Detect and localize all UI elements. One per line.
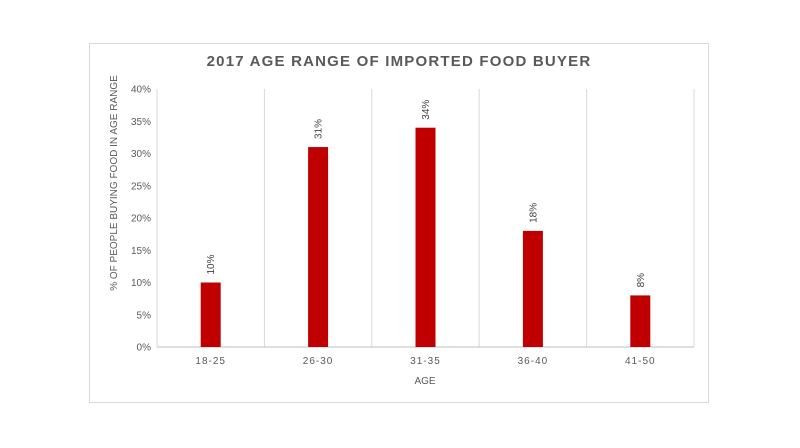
y-tick-label: 35% (131, 117, 151, 128)
data-label: 8% (636, 273, 647, 288)
data-label: 31% (314, 119, 325, 139)
x-tick-label: 18-25 (195, 356, 226, 367)
y-axis-title: % OF PEOPLE BUYING FOOD IN AGE RANGE (109, 75, 120, 291)
chart-title: 2017 AGE RANGE OF IMPORTED FOOD BUYER (206, 53, 592, 70)
chart-area (89, 43, 709, 403)
data-label: 34% (421, 100, 432, 120)
y-tick-label: 15% (131, 246, 151, 257)
x-tick-label: 36-40 (518, 356, 549, 367)
bar (308, 147, 329, 347)
x-tick-label: 31-35 (410, 356, 441, 367)
bar (200, 282, 221, 347)
x-tick-label: 26-30 (303, 356, 334, 367)
y-tick-label: 20% (131, 214, 151, 225)
y-tick-label: 30% (131, 149, 151, 160)
y-tick-label: 10% (131, 278, 151, 289)
data-label: 10% (206, 254, 217, 274)
data-label: 18% (528, 203, 539, 223)
bar (630, 295, 651, 347)
y-tick-label: 25% (131, 181, 151, 192)
bar (522, 230, 543, 347)
x-axis-title: AGE (414, 376, 435, 387)
y-tick-label: 5% (137, 310, 152, 321)
y-tick-label: 40% (131, 85, 151, 96)
x-tick-label: 41-50 (625, 356, 656, 367)
bar (415, 127, 436, 347)
y-tick-label: 0% (137, 343, 152, 354)
